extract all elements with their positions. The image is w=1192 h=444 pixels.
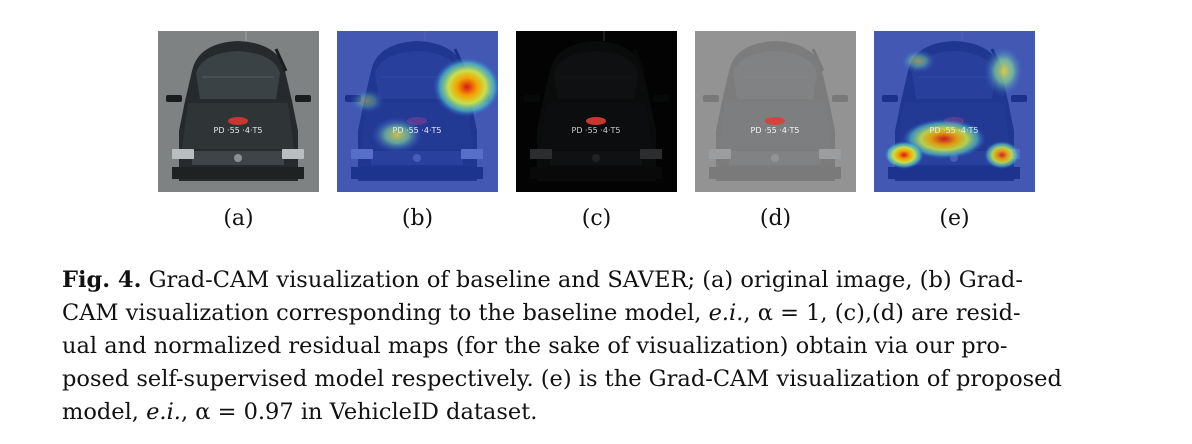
car-photo: PD ·55 ·4·T5	[158, 31, 319, 192]
plate-text: PD ·55 ·4·T5	[751, 126, 800, 135]
normalized-residual-map: PD ·55 ·4·T5	[695, 31, 856, 192]
sublabel-a: (a)	[223, 206, 254, 231]
sublabel-b: (b)	[401, 206, 434, 231]
caption-line-2a: CAM visualization corresponding to the b…	[62, 300, 709, 326]
panel-d-normalized-residual-map: PD ·55 ·4·T5	[695, 31, 856, 192]
plate-text: PD ·55 ·4·T5	[930, 126, 979, 135]
caption-line-5a: model,	[62, 399, 147, 425]
caption-line-5b: , α = 0.97 in VehicleID dataset.	[180, 399, 538, 425]
gradcam-proposed-map: PD ·55 ·4·T5	[874, 31, 1035, 192]
caption-ei-1: e.i.	[708, 300, 744, 326]
residual-map: PD ·55 ·4·T5	[516, 31, 677, 192]
figure-label: Fig. 4.	[62, 267, 142, 293]
figure-caption: Fig. 4. Grad-CAM visualization of baseli…	[62, 264, 1130, 429]
caption-ei-2: e.i.	[146, 399, 181, 425]
gradcam-baseline-map: PD ·55 ·4·T5	[337, 31, 498, 192]
caption-line-3: ual and normalized residual maps (for th…	[62, 333, 1008, 359]
sublabel-d: (d)	[759, 206, 792, 231]
plate-text: PD ·55 ·4·T5	[214, 126, 263, 135]
panel-e-gradcam-proposed: PD ·55 ·4·T5	[874, 31, 1035, 192]
sublabel-e: (e)	[939, 206, 970, 231]
caption-line-1: Grad-CAM visualization of baseline and S…	[141, 267, 1023, 293]
plate-text: PD ·55 ·4·T5	[393, 126, 442, 135]
plate-text: PD ·55 ·4·T5	[572, 126, 621, 135]
panel-b-gradcam-baseline: PD ·55 ·4·T5	[337, 31, 498, 192]
caption-line-2b: , α = 1, (c),(d) are resid-	[743, 300, 1021, 326]
sublabel-c: (c)	[581, 206, 612, 231]
panel-a-original-image: PD ·55 ·4·T5	[158, 31, 319, 192]
panel-c-residual-map: PD ·55 ·4·T5	[516, 31, 677, 192]
caption-line-4: posed self-supervised model respectively…	[62, 366, 1062, 392]
